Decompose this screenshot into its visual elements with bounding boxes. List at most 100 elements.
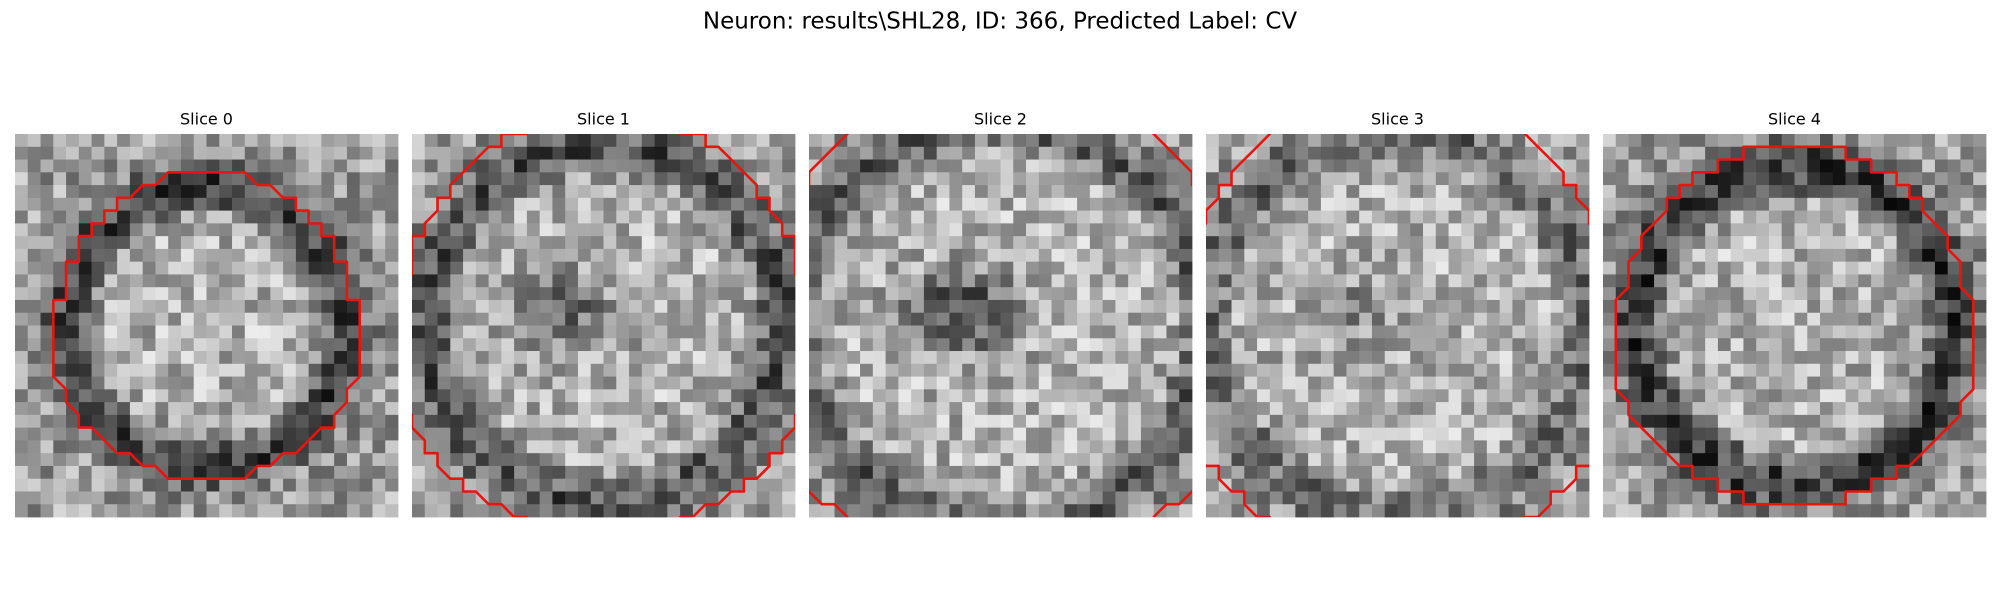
pixel bbox=[1486, 197, 1501, 211]
pixel bbox=[705, 427, 719, 441]
pixel bbox=[257, 261, 271, 275]
pixel bbox=[53, 351, 67, 365]
pixel bbox=[1410, 223, 1424, 237]
pixel bbox=[1269, 287, 1283, 301]
pixel bbox=[15, 312, 29, 326]
pixel bbox=[78, 312, 92, 326]
pixel bbox=[1359, 453, 1373, 467]
pixel bbox=[539, 134, 553, 148]
pixel bbox=[1679, 287, 1693, 301]
pixel bbox=[1896, 325, 1910, 339]
pixel bbox=[1000, 453, 1014, 467]
pixel bbox=[359, 363, 373, 377]
pixel bbox=[1115, 159, 1129, 173]
pixel bbox=[155, 312, 169, 326]
pixel bbox=[142, 414, 156, 429]
pixel bbox=[769, 261, 783, 275]
pixel bbox=[1486, 287, 1501, 301]
pixel bbox=[244, 299, 258, 314]
pixel bbox=[898, 261, 912, 275]
pixel bbox=[809, 312, 823, 326]
pixel bbox=[1308, 172, 1322, 186]
pixel bbox=[1717, 261, 1732, 275]
pixel bbox=[193, 197, 207, 211]
pixel bbox=[334, 159, 348, 173]
pixel bbox=[1628, 363, 1642, 377]
pixel bbox=[743, 299, 758, 314]
pixel bbox=[1499, 338, 1513, 352]
pixel bbox=[923, 146, 938, 160]
pixel bbox=[1026, 414, 1040, 429]
pixel bbox=[1064, 210, 1078, 224]
pixel bbox=[1295, 427, 1309, 441]
pixel bbox=[1973, 261, 1987, 275]
pixel bbox=[1077, 287, 1091, 301]
pixel bbox=[1973, 338, 1987, 352]
pixel bbox=[1654, 453, 1668, 467]
pixel bbox=[308, 440, 322, 454]
pixel bbox=[1603, 465, 1617, 480]
pixel bbox=[283, 210, 297, 224]
pixel bbox=[1512, 351, 1526, 365]
pixel bbox=[1244, 389, 1258, 403]
pixel bbox=[577, 185, 592, 199]
pixel bbox=[270, 376, 284, 390]
pixel bbox=[552, 402, 566, 416]
pixel bbox=[1179, 210, 1193, 224]
pixel bbox=[923, 389, 938, 403]
pixel bbox=[1654, 146, 1668, 160]
pixel bbox=[1128, 453, 1142, 467]
pixel bbox=[705, 338, 719, 352]
pixel bbox=[718, 134, 732, 148]
pixel bbox=[1960, 159, 1974, 173]
pixel bbox=[1654, 389, 1668, 403]
pixel bbox=[911, 440, 925, 454]
pixel bbox=[1000, 287, 1014, 301]
pixel bbox=[860, 312, 874, 326]
pixel bbox=[1871, 351, 1885, 365]
pixel bbox=[1026, 351, 1040, 365]
pixel bbox=[692, 478, 707, 492]
pixel bbox=[577, 351, 592, 365]
pixel bbox=[1038, 146, 1052, 160]
pixel bbox=[1666, 402, 1680, 416]
pixel bbox=[616, 159, 630, 173]
pixel bbox=[1371, 351, 1386, 365]
pixel bbox=[1705, 274, 1719, 288]
pixel bbox=[1320, 351, 1335, 365]
pixel bbox=[1615, 312, 1629, 326]
pixel bbox=[552, 440, 566, 454]
pixel bbox=[463, 325, 477, 339]
pixel bbox=[1896, 402, 1910, 416]
pixel bbox=[1384, 236, 1398, 250]
pixel bbox=[15, 325, 29, 339]
pixel bbox=[232, 389, 246, 403]
pixel bbox=[1576, 223, 1590, 237]
pixel bbox=[692, 197, 707, 211]
pixel bbox=[1807, 223, 1821, 237]
pixel bbox=[782, 504, 796, 518]
pixel bbox=[1525, 146, 1539, 160]
pixel bbox=[1474, 440, 1488, 454]
pixel bbox=[1858, 402, 1872, 416]
pixel bbox=[372, 414, 386, 429]
pixel bbox=[821, 312, 835, 326]
pixel bbox=[1794, 440, 1808, 454]
pixel bbox=[911, 159, 925, 173]
pixel bbox=[1346, 210, 1360, 224]
pixel bbox=[1269, 453, 1283, 467]
pixel bbox=[1448, 325, 1462, 339]
pixel bbox=[424, 299, 438, 314]
pixel bbox=[911, 504, 925, 518]
pixel bbox=[283, 440, 297, 454]
pixel bbox=[1257, 274, 1271, 288]
pixel bbox=[949, 402, 963, 416]
pixel bbox=[1128, 172, 1142, 186]
pixel bbox=[1807, 389, 1821, 403]
pixel bbox=[1269, 146, 1283, 160]
pixel bbox=[155, 299, 169, 314]
pixel bbox=[654, 261, 668, 275]
pixel bbox=[923, 236, 938, 250]
pixel bbox=[1499, 146, 1513, 160]
pixel bbox=[1102, 414, 1116, 429]
